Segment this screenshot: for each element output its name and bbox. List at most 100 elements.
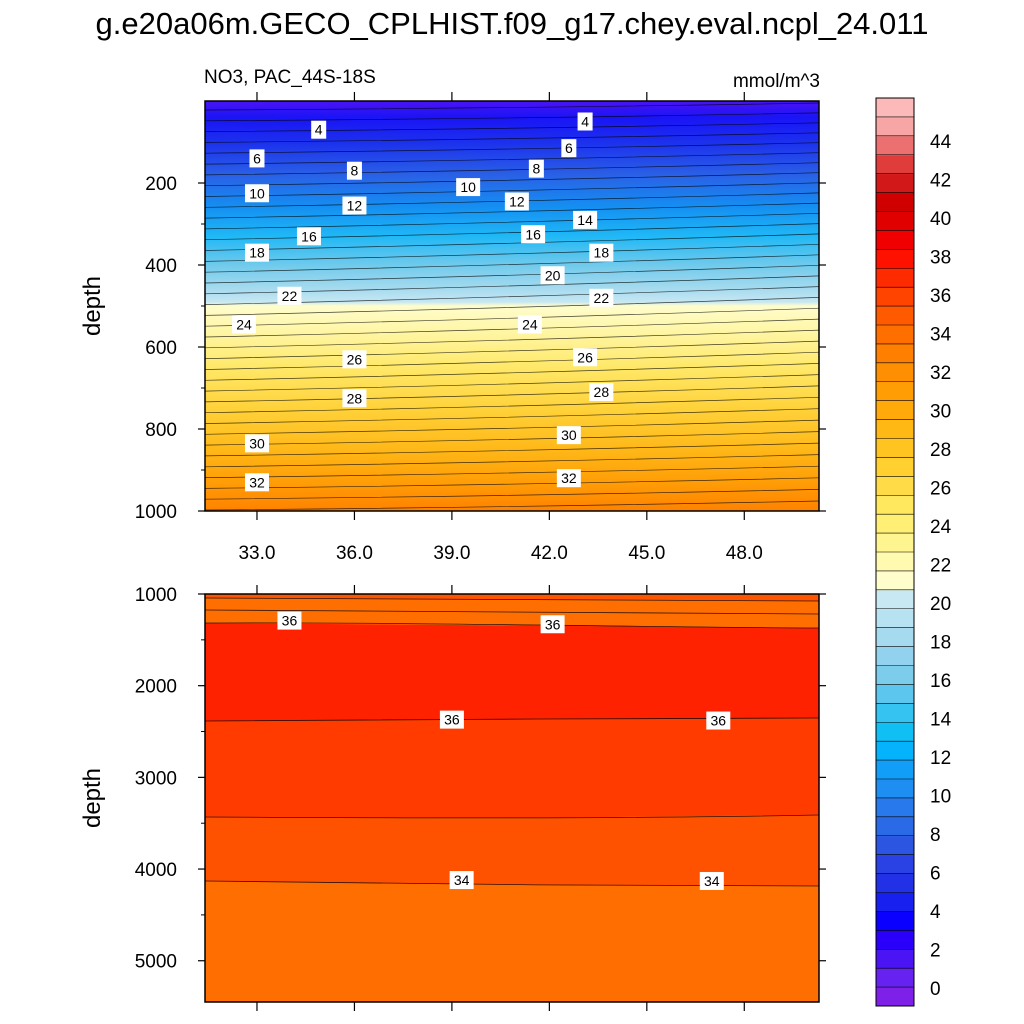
upper-contour-line xyxy=(205,374,819,392)
upper-contour-line xyxy=(205,112,819,122)
colorbar-swatch xyxy=(876,362,914,383)
contour-label: 10 xyxy=(456,178,481,197)
svg-text:10: 10 xyxy=(460,179,476,195)
lower-ytick-label: 4000 xyxy=(135,860,177,881)
svg-text:28: 28 xyxy=(594,384,610,400)
colorbar-label: 20 xyxy=(930,594,951,615)
upper-field xyxy=(205,101,819,511)
colorbar-swatch xyxy=(876,438,914,458)
svg-text:34: 34 xyxy=(704,873,720,889)
lower-band-top xyxy=(205,594,819,601)
upper-contour-line xyxy=(205,465,819,478)
upper-y-label: depth xyxy=(79,276,106,336)
upper-contour-line xyxy=(205,132,819,143)
colorbar-label: 32 xyxy=(930,363,951,384)
xtick-label: 42.0 xyxy=(531,543,568,564)
contour-label: 36 xyxy=(540,615,565,634)
lower-ytick-label: 2000 xyxy=(135,677,177,698)
svg-text:36: 36 xyxy=(545,616,561,632)
svg-text:10: 10 xyxy=(249,185,265,201)
upper-contour-line xyxy=(205,351,819,370)
xtick-label: 39.0 xyxy=(433,543,470,564)
contour-label: 26 xyxy=(342,350,367,369)
colorbar-swatch xyxy=(876,457,914,477)
upper-contour-line xyxy=(205,431,819,446)
colorbar-swatch xyxy=(876,760,914,780)
xtick-label: 48.0 xyxy=(726,543,763,564)
upper-contour-line xyxy=(205,307,819,327)
upper-contour-line xyxy=(205,340,819,359)
svg-text:8: 8 xyxy=(351,163,359,179)
colorbar-swatch xyxy=(876,173,914,194)
upper-contour-line xyxy=(205,233,819,251)
svg-text:4: 4 xyxy=(581,114,589,130)
svg-text:28: 28 xyxy=(347,390,363,406)
upper-contour-line xyxy=(205,172,819,187)
svg-text:36: 36 xyxy=(711,713,727,729)
upper-ytick-label: 200 xyxy=(145,174,177,195)
colorbar-swatch xyxy=(876,968,914,988)
colorbar-swatch xyxy=(876,911,914,931)
upper-ytick-label: 400 xyxy=(145,256,177,277)
svg-text:12: 12 xyxy=(347,198,363,214)
upper-contour-line xyxy=(205,152,819,165)
colorbar-label: 38 xyxy=(930,248,951,269)
svg-text:18: 18 xyxy=(249,245,265,261)
page-title: g.e20a06m.GECO_CPLHIST.f09_g17.chey.eval… xyxy=(95,6,929,41)
upper-ytick-label: 600 xyxy=(145,338,177,359)
colorbar-swatch xyxy=(876,684,914,704)
upper-ytick-label: 800 xyxy=(145,420,177,441)
units-label: mmol/m^3 xyxy=(733,71,820,92)
colorbar-label: 14 xyxy=(930,710,952,731)
colorbar-label: 16 xyxy=(930,671,951,692)
contour-label: 20 xyxy=(540,266,565,285)
colorbar-swatch xyxy=(876,570,914,591)
colorbar-swatch xyxy=(876,646,914,666)
upper-ytick-label: 1000 xyxy=(135,502,177,523)
contour-label: 28 xyxy=(589,383,614,402)
colorbar-label: 4 xyxy=(930,902,941,923)
upper-contour-line xyxy=(205,182,819,197)
contour-label: 18 xyxy=(244,243,269,262)
upper-contour-line xyxy=(205,363,819,381)
colorbar-swatch xyxy=(876,552,914,572)
colorbar-frame xyxy=(875,97,915,1007)
lower-band-38 xyxy=(205,623,819,721)
svg-text:26: 26 xyxy=(347,351,363,367)
colorbar-swatch xyxy=(876,892,914,912)
colorbar-swatch xyxy=(876,211,914,231)
xtick-label: 33.0 xyxy=(238,543,275,564)
lower-band-36-upper xyxy=(205,718,819,818)
svg-text:16: 16 xyxy=(525,226,541,242)
contour-label: 28 xyxy=(342,389,367,408)
colorbar-swatch xyxy=(876,665,914,685)
contour-label: 4 xyxy=(311,120,327,139)
svg-text:24: 24 xyxy=(236,316,252,332)
contour-label: 36 xyxy=(439,710,464,729)
colorbar-swatch xyxy=(876,816,914,837)
contour-label: 6 xyxy=(249,149,265,168)
colorbar-swatch xyxy=(876,325,914,345)
contour-label: 16 xyxy=(296,227,321,246)
colorbar-label: 18 xyxy=(930,633,951,654)
contour-label: 8 xyxy=(528,159,544,178)
xtick-label: 45.0 xyxy=(628,543,665,564)
colorbar-label: 22 xyxy=(930,556,951,577)
upper-contour-line xyxy=(205,385,819,403)
upper-contour-line xyxy=(205,223,819,241)
upper-contour-line xyxy=(205,254,819,273)
contour-label: 24 xyxy=(517,315,542,334)
svg-text:32: 32 xyxy=(561,470,577,486)
colorbar-swatch xyxy=(876,306,914,326)
colorbar-swatch xyxy=(876,287,914,307)
colorbar-label: 12 xyxy=(930,748,951,769)
colorbar-swatch xyxy=(876,835,914,856)
upper-contour-line xyxy=(205,102,819,111)
colorbar-swatch xyxy=(876,949,914,969)
contour-label: 30 xyxy=(244,434,269,453)
colorbar-swatch xyxy=(876,589,914,610)
lower-ytick-label: 1000 xyxy=(135,585,177,606)
colorbar-swatch xyxy=(876,627,914,648)
colorbar-label: 40 xyxy=(930,209,951,230)
colorbar-swatch xyxy=(876,514,914,534)
